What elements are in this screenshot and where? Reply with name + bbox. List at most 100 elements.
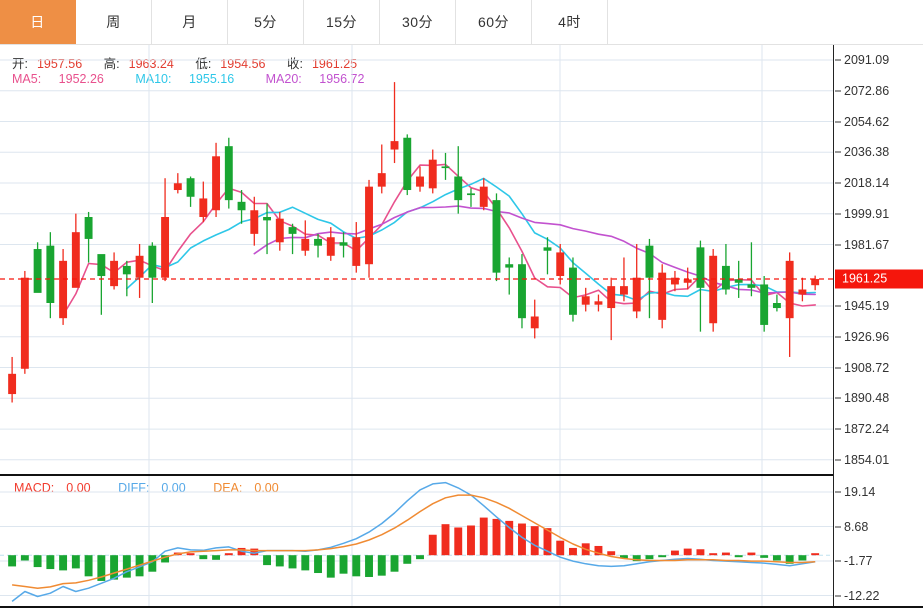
price-axis-tick: 1872.24 <box>835 422 889 436</box>
timeframe-tab-bar[interactable]: 日 周 月 5分 15分 30分 60分 4时 <box>0 0 923 45</box>
candle-body <box>224 146 233 201</box>
candlestick <box>20 270 29 374</box>
tab-label: 15分 <box>325 14 358 30</box>
macd-histogram-bar <box>377 555 386 576</box>
macd-dea-line <box>12 494 816 589</box>
ma5-value: 1952.26 <box>58 72 104 86</box>
candle-body <box>645 245 654 278</box>
macd-histogram-bar <box>84 555 93 577</box>
tab-1[interactable]: 周 <box>76 0 152 44</box>
y-axis-column: 2091.09 2072.86 2054.62 2036.38 2018.14 1999.… <box>833 45 923 608</box>
candle-body <box>275 218 284 243</box>
macd-histogram-bar <box>199 555 208 560</box>
tick-label: 2072.86 <box>844 83 890 98</box>
tab-label: 5分 <box>254 14 277 30</box>
candlestick <box>505 257 514 295</box>
candlestick <box>326 227 335 261</box>
tab-label: 30分 <box>401 14 434 30</box>
macd-histogram-bar <box>161 555 170 563</box>
candlestick <box>467 188 475 207</box>
candle-body <box>479 186 488 207</box>
tab-7[interactable]: 4时 <box>532 0 608 44</box>
tab-4[interactable]: 15分 <box>304 0 380 44</box>
macd-histogram-bar <box>645 555 654 560</box>
tab-2[interactable]: 月 <box>152 0 228 44</box>
candle-body <box>556 252 565 277</box>
macd-histogram-bar <box>148 555 157 572</box>
dea-label: DEA: <box>213 481 243 495</box>
tab-5[interactable]: 30分 <box>380 0 456 44</box>
candlestick <box>301 220 310 256</box>
tick-label: 2018.14 <box>844 176 890 191</box>
macd-histogram-bar <box>811 553 820 556</box>
candlestick <box>543 237 552 275</box>
candle-body <box>441 166 450 169</box>
macd-histogram-bar <box>734 555 743 558</box>
price-chart-svg <box>0 45 833 475</box>
tab-0[interactable]: 日 <box>0 0 76 44</box>
candlestick <box>199 181 208 223</box>
macd-histogram-bar <box>530 526 539 556</box>
macd-histogram-bar <box>632 555 641 562</box>
candle-body <box>263 217 271 221</box>
diff-value: 0.00 <box>161 481 186 495</box>
candle-body <box>785 260 794 319</box>
candlestick <box>772 294 781 312</box>
macd-value: 0.00 <box>66 481 91 495</box>
candle-body <box>173 183 182 191</box>
tab-3[interactable]: 5分 <box>228 0 304 44</box>
candle-body <box>71 232 80 288</box>
tick-label: 2054.62 <box>844 114 890 129</box>
candle-body <box>594 301 603 305</box>
candlestick <box>110 252 119 290</box>
macd-histogram-bar <box>772 555 781 561</box>
macd-histogram-bar <box>250 548 259 556</box>
macd-chart-panel[interactable] <box>0 476 833 608</box>
candlestick <box>721 243 730 295</box>
tick-label: 1908.72 <box>844 360 890 375</box>
tick-dash <box>835 244 841 246</box>
candlestick <box>339 232 348 258</box>
macd-histogram-bar <box>620 555 628 559</box>
panel-divider <box>0 474 833 476</box>
candlestick <box>709 249 718 332</box>
macd-histogram-bar <box>505 520 514 556</box>
candlestick <box>530 299 539 339</box>
price-axis-tick: 2072.86 <box>835 83 890 98</box>
tick-dash <box>835 397 841 399</box>
candlestick <box>479 178 488 211</box>
price-axis-tick: 2036.38 <box>835 145 889 159</box>
candle-body <box>798 289 807 295</box>
candlestick <box>696 240 705 332</box>
ma20-group: MA20: 1956.72 <box>266 72 379 86</box>
candlestick <box>403 134 412 196</box>
candlestick <box>33 242 42 293</box>
macd-histogram-bar <box>518 523 526 556</box>
ma20-line <box>253 205 816 296</box>
tick-dash <box>835 121 841 123</box>
candle-body <box>339 242 348 246</box>
tab-label: 周 <box>106 14 121 30</box>
macd-label: MACD: <box>14 481 55 495</box>
price-chart-panel[interactable] <box>0 45 833 475</box>
candle-body <box>135 255 144 278</box>
candlestick <box>8 356 17 403</box>
candle-body <box>186 178 195 197</box>
candle-body <box>314 238 322 246</box>
diff-label: DIFF: <box>118 481 150 495</box>
candle-body <box>721 265 730 290</box>
tick-dash <box>835 90 841 92</box>
candle-body <box>59 260 68 319</box>
tab-bar-filler <box>608 0 923 44</box>
tick-label: -1.77 <box>844 554 873 569</box>
tab-6[interactable]: 60分 <box>456 0 532 44</box>
tick-label: 1926.96 <box>844 329 890 344</box>
candle-body <box>403 137 412 191</box>
macd-histogram-bar <box>594 545 603 556</box>
candle-body <box>581 296 590 305</box>
candle-body <box>760 284 769 325</box>
candle-body <box>734 279 743 283</box>
candlestick <box>581 287 590 312</box>
candlestick <box>390 82 399 164</box>
